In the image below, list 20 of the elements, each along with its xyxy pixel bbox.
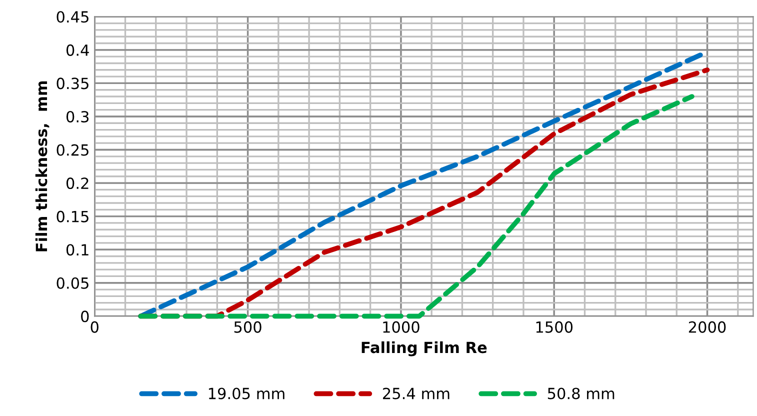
y-axis-title: Film thickness, mm (35, 81, 50, 252)
y-tick-label: 0.35 (56, 78, 88, 90)
y-tick-label: 0.3 (66, 110, 89, 122)
y-tick-label: 0 (81, 310, 89, 322)
y-tick-label: 0.15 (56, 210, 88, 222)
x-tick-label: 500 (234, 321, 262, 333)
x-tick-label: 2000 (688, 321, 726, 333)
legend-label: 50.8 mm (548, 388, 614, 400)
y-tick-label: 0.45 (56, 11, 88, 23)
x-tick-label: 1000 (383, 321, 420, 333)
y-tick-label: 0.4 (66, 44, 89, 56)
y-tick-label: 0.1 (66, 244, 88, 256)
x-axis-title: Falling Film Re (362, 341, 487, 356)
y-tick-label: 0.25 (56, 144, 88, 156)
x-tick-label: 0 (90, 321, 98, 333)
x-tick-label: 1500 (536, 321, 573, 333)
legend-label: 25.4 mm (383, 388, 450, 400)
y-tick-label: 0.05 (56, 277, 88, 289)
y-tick-label: 0.2 (66, 178, 88, 190)
legend-label: 19.05 mm (208, 388, 284, 400)
